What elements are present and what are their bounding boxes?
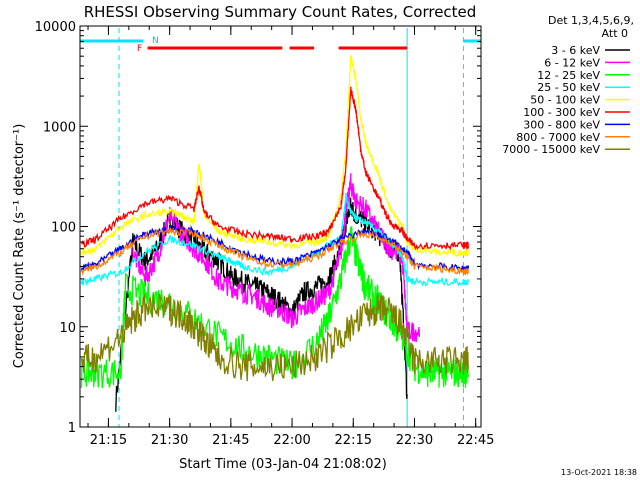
x-tick-label-4: 22:15 bbox=[335, 433, 372, 448]
flare-flag-label: F bbox=[137, 44, 142, 54]
plot-area: FN 1 10 100 1000 10000 21:15 21:30 21:45 22:00 22:… bbox=[35, 20, 495, 448]
legend-header-line-1: Det 1,3,4,5,6,9, bbox=[548, 14, 634, 27]
y-tick-label-3: 1000 bbox=[43, 120, 76, 135]
y-axis-label: Corrected Count Rate (s⁻¹ detector⁻¹) bbox=[12, 124, 27, 369]
series-line-5 bbox=[81, 86, 469, 251]
x-tick-label-1: 21:30 bbox=[151, 433, 188, 448]
legend-label-2: 12 - 25 keV bbox=[537, 69, 600, 82]
x-tick-label-5: 22:30 bbox=[396, 433, 433, 448]
x-tick-label-0: 21:15 bbox=[90, 433, 127, 448]
series-line-7 bbox=[80, 226, 469, 277]
x-tick-label-3: 22:00 bbox=[273, 433, 310, 448]
series-line-8 bbox=[80, 293, 469, 382]
y-tick-label-1: 10 bbox=[59, 321, 76, 336]
legend-label-1: 6 - 12 keV bbox=[544, 56, 600, 69]
legend-label-6: 300 - 800 keV bbox=[523, 118, 600, 131]
legend-label-7: 800 - 7000 keV bbox=[516, 131, 600, 144]
series-line-4 bbox=[80, 55, 469, 258]
legend-label-4: 50 - 100 keV bbox=[530, 94, 600, 107]
night-flag-label: N bbox=[152, 36, 159, 46]
y-tick-label-4: 10000 bbox=[35, 20, 76, 35]
legend-label-0: 3 - 6 keV bbox=[551, 44, 600, 57]
footer-timestamp: 13-Oct-2021 18:38 bbox=[561, 468, 637, 477]
legend-label-5: 100 - 300 keV bbox=[523, 106, 600, 119]
x-tick-label-2: 21:45 bbox=[212, 433, 249, 448]
x-tick-label-6: 22:45 bbox=[457, 433, 494, 448]
legend-label-3: 25 - 50 keV bbox=[537, 81, 600, 94]
series-line-3 bbox=[80, 192, 469, 287]
chart-title: RHESSI Observing Summary Count Rates, Co… bbox=[84, 3, 477, 21]
y-tick-label-2: 100 bbox=[51, 221, 76, 236]
x-axis-label: Start Time (03-Jan-04 21:08:02) bbox=[179, 457, 387, 472]
y-tick-label-0: 1 bbox=[68, 421, 76, 436]
legend-header-line-2: Att 0 bbox=[602, 27, 628, 40]
legend-label-8: 7000 - 15000 keV bbox=[502, 143, 600, 156]
